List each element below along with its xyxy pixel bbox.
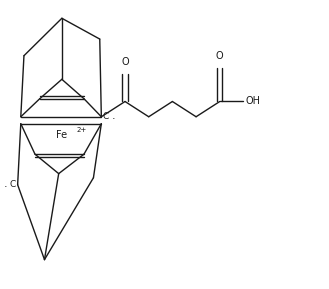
Text: ·: ·: [4, 182, 8, 192]
Text: OH: OH: [245, 97, 260, 107]
Text: C: C: [103, 112, 109, 121]
Text: O: O: [216, 51, 224, 61]
Text: O: O: [121, 57, 129, 67]
Text: ·: ·: [112, 114, 115, 124]
Text: 2+: 2+: [77, 127, 87, 133]
Text: C: C: [10, 180, 16, 189]
Text: Fe: Fe: [56, 130, 67, 140]
